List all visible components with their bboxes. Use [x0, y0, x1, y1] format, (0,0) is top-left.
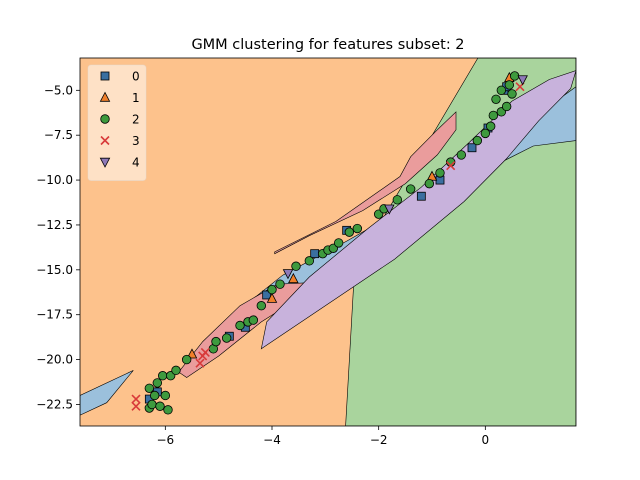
decision-regions — [80, 58, 576, 426]
point-class-4 — [282, 269, 294, 280]
point-class-0 — [310, 249, 320, 259]
point-class-2 — [424, 178, 435, 189]
x-tick-label: −6 — [156, 433, 174, 447]
point-class-3 — [195, 358, 205, 368]
point-class-2 — [171, 365, 181, 376]
point-class-2 — [157, 371, 168, 381]
legend-marker-0 — [100, 71, 110, 81]
point-class-2 — [235, 320, 245, 331]
y-axis: −5.0 −7.5 −10.0 −12.5 −15.0 −17.5 −20.0 −22.5 — [36, 83, 80, 411]
y-tick-label: −10.0 — [36, 173, 73, 187]
point-class-0 — [467, 143, 477, 153]
legend-label-0: 0 — [132, 70, 140, 84]
x-axis: −6 −4 −2 0 — [156, 426, 489, 447]
point-class-0 — [416, 191, 426, 201]
x-tick-label: 0 — [482, 433, 490, 447]
point-class-4 — [517, 75, 528, 86]
decision-region-class-3 — [274, 111, 457, 255]
y-tick-label: −15.0 — [36, 263, 73, 277]
point-class-2 — [352, 223, 363, 234]
point-class-4 — [384, 204, 395, 215]
point-class-1 — [266, 292, 278, 303]
point-class-1 — [288, 272, 299, 284]
legend-marker-2 — [100, 114, 110, 124]
decision-region-class-0-tail — [80, 370, 134, 416]
point-class-2 — [507, 89, 517, 99]
point-class-2 — [221, 333, 232, 343]
point-class-2 — [152, 378, 163, 388]
point-class-2 — [275, 279, 285, 289]
series-1 — [186, 71, 515, 359]
plot-frame — [79, 57, 577, 427]
x-tick-label: −2 — [370, 433, 388, 447]
point-class-2 — [456, 150, 467, 160]
legend-box — [87, 64, 147, 181]
point-class-2 — [181, 354, 192, 365]
decision-region-class-4 — [260, 70, 576, 350]
legend: 0 1 2 3 4 — [87, 64, 147, 181]
point-class-0 — [262, 290, 272, 300]
point-class-2 — [344, 227, 355, 237]
point-class-3 — [131, 401, 141, 411]
point-class-2 — [160, 390, 171, 401]
data-points — [131, 71, 528, 415]
point-class-2 — [155, 401, 165, 411]
point-class-2 — [392, 195, 403, 205]
y-tick-label: −17.5 — [36, 308, 73, 322]
chart-title: GMM clustering for features subset: 2 — [191, 37, 464, 53]
y-tick-label: −12.5 — [36, 218, 73, 232]
point-class-2 — [333, 238, 344, 248]
point-class-1 — [186, 348, 198, 359]
point-class-2 — [267, 284, 277, 295]
point-class-2 — [485, 121, 496, 131]
point-class-3 — [446, 161, 456, 171]
point-class-2 — [149, 390, 160, 401]
legend-marker-1 — [99, 91, 111, 102]
x-tick-label: −4 — [263, 433, 281, 447]
point-class-2 — [147, 399, 157, 410]
point-class-2 — [256, 301, 267, 311]
point-class-3 — [131, 394, 141, 404]
point-class-2 — [248, 315, 259, 325]
point-class-2 — [435, 168, 445, 178]
y-tick-label: −5.0 — [44, 83, 73, 97]
point-class-2 — [491, 94, 501, 104]
point-class-2 — [496, 85, 507, 96]
plot-area — [80, 58, 576, 426]
point-class-2 — [501, 101, 512, 112]
y-tick-label: −20.0 — [36, 353, 73, 367]
point-class-2 — [304, 256, 315, 266]
point-class-2 — [504, 80, 515, 90]
legend-marker-4 — [99, 157, 111, 168]
point-class-3 — [200, 347, 210, 357]
y-tick-label: −7.5 — [44, 128, 73, 142]
point-class-2 — [211, 336, 221, 347]
legend-marker-3 — [100, 135, 110, 146]
point-class-2 — [291, 261, 301, 271]
point-class-2 — [509, 71, 520, 81]
series-4 — [282, 75, 528, 280]
point-class-2 — [405, 184, 416, 194]
y-tick-label: −22.5 — [36, 397, 73, 411]
legend-label-1: 1 — [132, 91, 140, 105]
point-class-2 — [163, 405, 173, 415]
series-2 — [144, 71, 520, 415]
legend-label-3: 3 — [132, 134, 140, 148]
point-class-2 — [472, 135, 483, 146]
point-class-2 — [488, 110, 499, 121]
legend-label-4: 4 — [132, 156, 140, 170]
point-class-2 — [144, 383, 155, 394]
point-class-2 — [480, 128, 491, 139]
legend-label-2: 2 — [132, 113, 140, 127]
